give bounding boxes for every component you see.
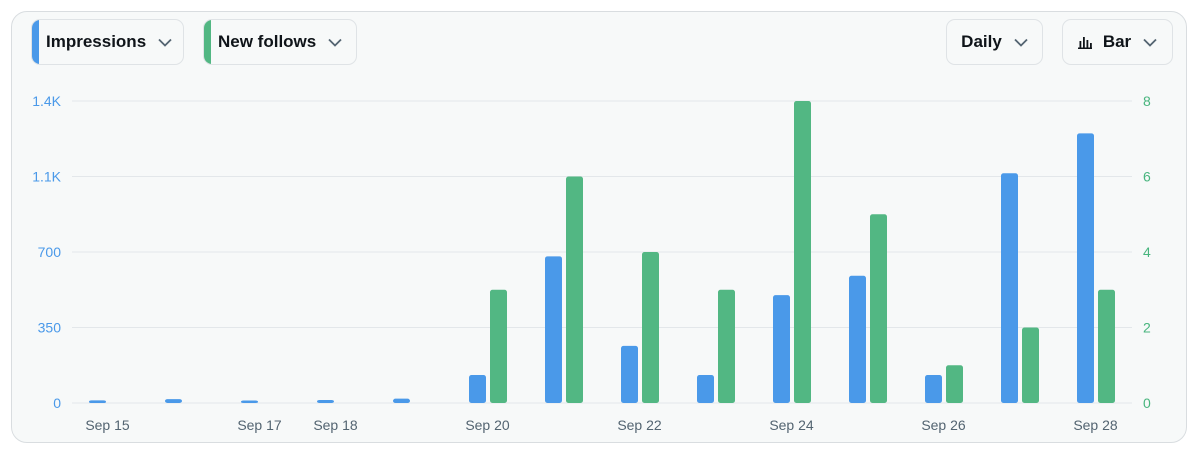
impressions-bar[interactable] xyxy=(621,345,638,403)
impressions-bar[interactable] xyxy=(241,400,258,404)
x-tick-label: Sep 28 xyxy=(1073,417,1118,433)
interval-select[interactable]: Daily xyxy=(946,19,1043,65)
chart-card xyxy=(11,11,1187,443)
x-tick-label: Sep 22 xyxy=(617,417,662,433)
new-follows-bar[interactable] xyxy=(566,176,583,404)
chevron-down-icon xyxy=(1143,38,1157,47)
impressions-bar[interactable] xyxy=(165,399,182,403)
impressions-bar[interactable] xyxy=(469,374,486,403)
x-tick-label: Sep 24 xyxy=(769,417,814,433)
impressions-bar[interactable] xyxy=(317,399,334,403)
y-left-tick-label: 0 xyxy=(53,395,61,411)
new-follows-bar[interactable] xyxy=(642,252,659,403)
chevron-down-icon xyxy=(1014,38,1028,47)
x-tick-label: Sep 20 xyxy=(465,417,510,433)
y-left-tick-label: 1.4K xyxy=(32,93,61,109)
chevron-down-icon xyxy=(328,38,342,47)
y-right-tick-label: 8 xyxy=(1143,93,1151,109)
impressions-bar[interactable] xyxy=(773,295,790,403)
metric2-select[interactable]: New follows xyxy=(203,19,357,65)
impressions-bar[interactable] xyxy=(1077,133,1094,403)
impressions-bar[interactable] xyxy=(849,275,866,403)
metric2-label: New follows xyxy=(218,32,317,51)
x-tick-label: Sep 15 xyxy=(85,417,130,433)
x-tick-label: Sep 18 xyxy=(313,417,358,433)
metric1-select[interactable]: Impressions xyxy=(31,19,184,65)
new-follows-bar[interactable] xyxy=(1098,289,1115,403)
interval-label: Daily xyxy=(961,32,1002,51)
metric1-color-swatch xyxy=(32,20,39,64)
new-follows-bar[interactable] xyxy=(490,289,507,403)
metric1-label: Impressions xyxy=(46,32,147,51)
impressions-bar[interactable] xyxy=(925,374,942,403)
impressions-bar[interactable] xyxy=(545,256,562,403)
y-right-tick-label: 0 xyxy=(1143,395,1151,411)
x-tick-label: Sep 17 xyxy=(237,417,282,433)
new-follows-bar[interactable] xyxy=(946,365,963,403)
impressions-bar[interactable] xyxy=(393,398,410,403)
x-tick-label: Sep 26 xyxy=(921,417,966,433)
y-right-tick-label: 6 xyxy=(1143,169,1151,185)
chart-type-label: Bar xyxy=(1102,32,1132,51)
new-follows-bar[interactable] xyxy=(794,101,811,403)
bar-chart-icon xyxy=(1077,36,1092,49)
y-left-tick-label: 350 xyxy=(38,320,62,336)
y-left-tick-label: 700 xyxy=(38,244,62,260)
chart-type-select[interactable]: Bar xyxy=(1062,19,1173,65)
y-right-tick-label: 2 xyxy=(1143,320,1151,336)
metric2-color-swatch xyxy=(204,20,211,64)
chevron-down-icon xyxy=(158,38,172,47)
impressions-bar[interactable] xyxy=(1001,173,1018,403)
new-follows-bar[interactable] xyxy=(1022,327,1039,404)
new-follows-bar[interactable] xyxy=(718,289,735,403)
impressions-bar[interactable] xyxy=(697,374,714,403)
impressions-bar[interactable] xyxy=(89,400,106,403)
y-right-tick-label: 4 xyxy=(1143,244,1151,260)
y-left-tick-label: 1.1K xyxy=(32,169,61,185)
new-follows-bar[interactable] xyxy=(870,214,887,403)
